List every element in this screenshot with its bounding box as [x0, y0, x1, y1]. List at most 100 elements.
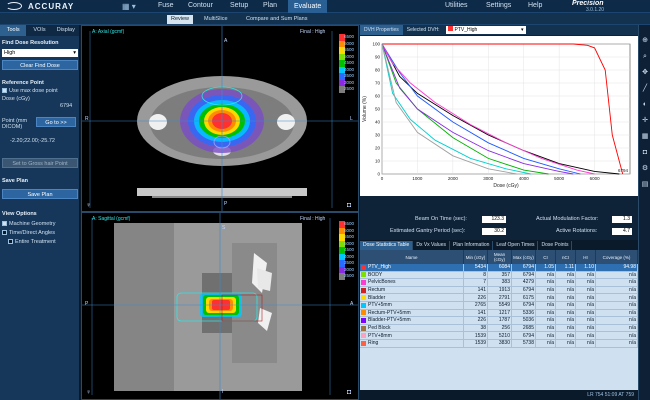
- table-row[interactable]: Ped Block 38 256 2685 n/a n/a n/a n/a: [360, 324, 638, 333]
- tab-dose-points[interactable]: Dose Points: [538, 241, 573, 250]
- use-max-dose-checkbox[interactable]: Use max dose point: [2, 88, 58, 94]
- sagittal-viewer[interactable]: A: Sagittal (gcmf) Final : High S P A I …: [81, 212, 359, 400]
- save-plan-button[interactable]: Save Plan: [2, 189, 78, 199]
- col-min[interactable]: Min (cGy): [464, 250, 488, 264]
- camera-icon[interactable]: ◘: [347, 202, 352, 209]
- machine-geometry-label: Machine Geometry: [9, 221, 56, 227]
- pan-icon[interactable]: ✥: [642, 69, 648, 76]
- row-value: 6794: [512, 264, 536, 271]
- menu-evaluate[interactable]: Evaluate: [288, 0, 328, 13]
- set-gross-hair-button[interactable]: Set to Gross hair Point: [2, 158, 78, 168]
- menu-contour[interactable]: Contour: [188, 2, 213, 9]
- search-icon[interactable]: ⌕: [643, 53, 647, 60]
- table-row[interactable]: Rectum-PTV+5mm 141 1217 5336 n/a n/a n/a n/a: [360, 309, 638, 318]
- y-tick-label: 0: [377, 172, 380, 177]
- rotations-label: Active Rotations:: [556, 228, 598, 234]
- table-row[interactable]: PelvicBones 7 383 4279 n/a n/a n/a n/a: [360, 279, 638, 287]
- menu-setup[interactable]: Setup: [230, 2, 249, 9]
- row-value: 141: [464, 286, 488, 294]
- menu-help[interactable]: Help: [528, 2, 543, 9]
- tab-tools[interactable]: Tools: [0, 25, 27, 36]
- tab-leaf-open-times[interactable]: Leaf Open Times: [493, 241, 539, 250]
- subtab-compare[interactable]: Compare and Sum Plans: [246, 16, 308, 22]
- ruler-icon[interactable]: ╱: [642, 85, 648, 92]
- col-ci[interactable]: CI: [536, 250, 556, 264]
- tab-plan-information[interactable]: Plan Information: [450, 241, 494, 250]
- table-row[interactable]: PTV_High 5434 6084 6794 1.05 1.11 1.10 94.98: [360, 264, 638, 272]
- table-row[interactable]: Bladder 226 2791 6175 n/a n/a n/a n/a: [360, 294, 638, 302]
- y-tick-label: 10: [375, 159, 381, 164]
- col-name[interactable]: Name: [360, 250, 464, 264]
- colorscale-swatch: [339, 60, 345, 67]
- table-row[interactable]: Ring 1539 3830 5738 n/a n/a n/a n/a: [360, 339, 638, 348]
- row-value: 1539: [464, 332, 488, 339]
- col-coverage[interactable]: Coverage (%): [596, 250, 638, 264]
- tab-display[interactable]: Display: [56, 27, 75, 33]
- subtab-multislice[interactable]: MultiSlice: [204, 16, 228, 22]
- subtab-review[interactable]: Review: [167, 15, 194, 24]
- row-value: n/a: [536, 294, 556, 301]
- selected-dvh-select[interactable]: PTV_High ▾: [445, 26, 526, 34]
- table-row[interactable]: Bladder-PTV+5mm 226 1787 5036 n/a n/a n/a n/a: [360, 317, 638, 325]
- dvh-series-line: [381, 43, 620, 175]
- row-value: n/a: [596, 301, 638, 309]
- window-level-icon[interactable]: ◐: [642, 101, 648, 108]
- col-nci[interactable]: nCI: [556, 250, 576, 264]
- entire-treatment-checkbox[interactable]: Entire Treatment: [8, 239, 56, 245]
- structure-name: Rectum: [368, 287, 386, 294]
- colorscale-value: 4500: [343, 247, 354, 252]
- crosshair-icon[interactable]: ✛: [642, 117, 648, 124]
- structure-name: Rectum-PTV+5mm: [368, 309, 411, 316]
- grid-icon[interactable]: ▦: [641, 133, 649, 140]
- row-value: 7: [464, 279, 488, 286]
- clear-find-dose-button[interactable]: Clear Find Dose: [2, 60, 78, 70]
- row-name: Rectum: [360, 286, 464, 294]
- zoom-icon[interactable]: ⊕: [642, 37, 648, 44]
- menu-utilities[interactable]: Utilities: [445, 2, 468, 9]
- colorscale-value: 3000: [343, 79, 354, 85]
- menu-plan[interactable]: Plan: [263, 2, 278, 9]
- col-max[interactable]: Max (cGy): [512, 250, 536, 264]
- row-value: n/a: [576, 324, 596, 332]
- row-value: n/a: [536, 286, 556, 294]
- dvh-chart[interactable]: 0 10 20 30 40 50 60 70 80 90 100 0 1000 2000 3000 4000 5…: [360, 36, 638, 196]
- axial-ct-image: [82, 26, 358, 211]
- row-value: 1.10: [576, 264, 596, 271]
- y-tick-label: 90: [375, 55, 381, 60]
- table-row[interactable]: PTV+8mm 1539 5210 6794 n/a n/a n/a n/a: [360, 332, 638, 340]
- resolution-select[interactable]: High ▾: [2, 49, 78, 57]
- x-tick-label: 4000: [519, 176, 530, 181]
- machine-geometry-checkbox[interactable]: Machine Geometry: [2, 221, 55, 227]
- time-direct-checkbox[interactable]: Time/Direct Angles: [2, 230, 55, 236]
- table-row[interactable]: BODY 8 357 6794 n/a n/a n/a n/a: [360, 271, 638, 280]
- tab-dx-vx[interactable]: Dx Vx Values: [413, 241, 450, 250]
- camera-icon[interactable]: ◘: [347, 389, 352, 396]
- menu-fuse[interactable]: Fuse: [158, 2, 174, 9]
- sagittal-orient-superior: S: [222, 225, 226, 231]
- layout-icon[interactable]: ▤: [641, 181, 649, 188]
- axial-viewer[interactable]: A: Axial (gcmf) Final : High A R L P ◘ ♀…: [81, 25, 359, 212]
- menu-settings[interactable]: Settings: [486, 2, 512, 9]
- settings-icon[interactable]: ⚙: [641, 165, 649, 172]
- table-row[interactable]: PTV+5mm 2765 5549 6794 n/a n/a n/a n/a: [360, 301, 638, 310]
- tab-dvh-properties[interactable]: DVH Properties: [360, 25, 403, 35]
- anatomy-figure-icon: ♀: [86, 202, 92, 209]
- row-value: n/a: [556, 332, 576, 339]
- tab-dose-statistics[interactable]: Dose Statistics Table: [360, 241, 414, 250]
- structure-name: PTV+8mm: [368, 332, 392, 339]
- apps-grid-icon[interactable]: ▦ ▾: [122, 2, 136, 11]
- dvh-end-label: 6794: [618, 168, 629, 173]
- axial-mode: Final : High: [300, 29, 326, 35]
- row-value: 3830: [488, 339, 512, 347]
- tab-vois[interactable]: VOIs: [33, 27, 46, 33]
- rotations-value: 4.7: [612, 228, 632, 235]
- camera-icon[interactable]: ◘: [642, 149, 648, 156]
- col-hi[interactable]: HI: [576, 250, 596, 264]
- colorscale-swatch: [339, 73, 345, 80]
- table-row[interactable]: Rectum 141 1913 6794 n/a n/a n/a n/a: [360, 286, 638, 295]
- col-mean[interactable]: Mean (cGy): [488, 250, 512, 264]
- go-to-button[interactable]: Go to >>: [36, 117, 76, 127]
- structure-name: PTV+5mm: [368, 302, 392, 309]
- row-value: 4279: [512, 279, 536, 286]
- row-value: 1787: [488, 317, 512, 324]
